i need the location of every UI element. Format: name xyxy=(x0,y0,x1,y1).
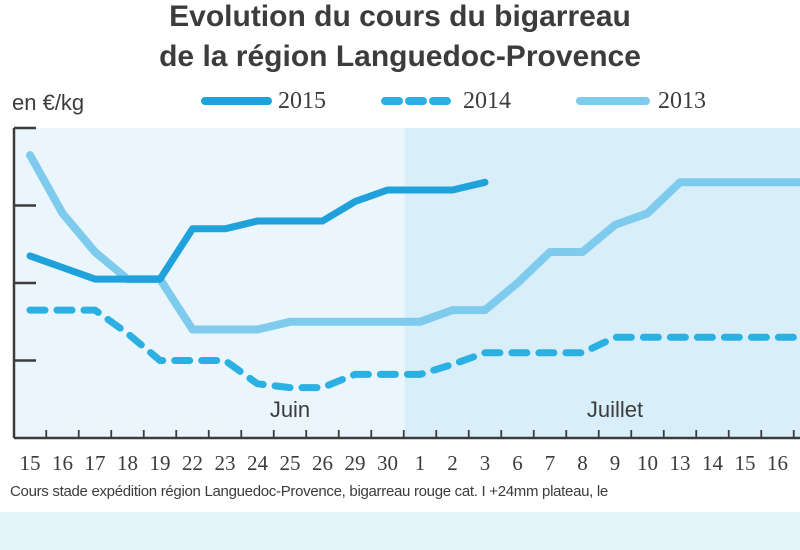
x-tick-label: 6 xyxy=(512,451,523,475)
bottom-band xyxy=(0,512,800,550)
chart-title-line-2: de la région Languedoc-Provence xyxy=(159,40,641,73)
chart-title-line-1: Evolution du cours du bigarreau xyxy=(169,0,631,33)
month-label-juillet: Juillet xyxy=(587,397,643,422)
chart-footnote: Cours stade expédition région Languedoc-… xyxy=(10,483,608,500)
legend-label-2014: 2014 xyxy=(463,88,511,114)
x-tick-label: 9 xyxy=(610,451,621,475)
legend-label-2015: 2015 xyxy=(278,88,326,114)
x-tick-label: 22 xyxy=(182,451,203,475)
x-tick-label: 7 xyxy=(545,451,556,475)
series-line-2014 xyxy=(26,306,800,392)
x-tick-label: 14 xyxy=(702,451,724,475)
month-label-juin: Juin xyxy=(270,397,310,422)
x-tick-label: 8 xyxy=(577,451,588,475)
x-tick-label: 29 xyxy=(345,451,366,475)
legend-label-2013: 2013 xyxy=(658,88,706,114)
x-tick-label: 3 xyxy=(480,451,491,475)
june-background xyxy=(14,128,405,438)
x-tick-label: 2 xyxy=(447,451,458,475)
x-tick-label: 13 xyxy=(670,451,691,475)
x-tick-label: 1 xyxy=(415,451,426,475)
x-tick-label: 10 xyxy=(637,451,658,475)
x-tick-label: 17 xyxy=(85,451,106,475)
x-tick-label: 15 xyxy=(20,451,41,475)
x-tick-label: 15 xyxy=(735,451,756,475)
x-tick-label: 26 xyxy=(312,451,333,475)
x-tick-label: 30 xyxy=(377,451,398,475)
x-tick-label: 16 xyxy=(52,451,73,475)
x-tick-label: 19 xyxy=(150,451,171,475)
july-background xyxy=(404,128,800,438)
y-axis-unit-label: en €/kg xyxy=(12,90,85,115)
x-tick-label: 18 xyxy=(117,451,138,475)
series-line-2015 xyxy=(26,178,489,283)
x-tick-label: 25 xyxy=(280,451,301,475)
x-tick-label: 24 xyxy=(247,451,269,475)
x-tick-label: 23 xyxy=(215,451,236,475)
x-tick-label: 16 xyxy=(767,451,788,475)
